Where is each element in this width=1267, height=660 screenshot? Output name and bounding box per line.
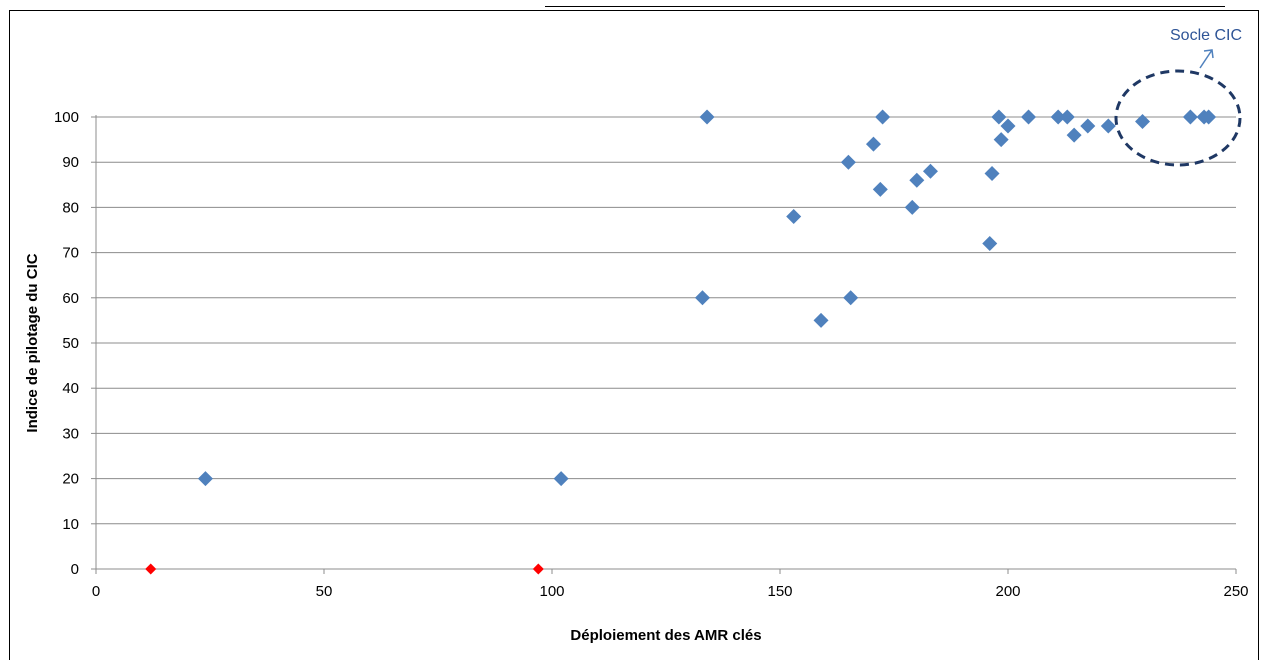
x-tick-label: 250 bbox=[1223, 583, 1248, 600]
socle-arrow bbox=[1199, 49, 1213, 69]
socle-arrowhead bbox=[1203, 49, 1214, 59]
y-tick-label: 20 bbox=[62, 471, 79, 488]
y-tick-label: 50 bbox=[62, 335, 79, 352]
chart-frame bbox=[9, 10, 1259, 660]
y-tick-label: 80 bbox=[62, 199, 79, 216]
data-point bbox=[1135, 114, 1151, 130]
data-point bbox=[909, 172, 925, 188]
y-axis-title: Indice de pilotage du CIC bbox=[24, 253, 41, 432]
data-point bbox=[843, 290, 859, 306]
y-tick-label: 40 bbox=[62, 380, 79, 397]
data-point bbox=[865, 136, 881, 152]
x-axis-title: Déploiement des AMR clés bbox=[570, 627, 761, 644]
y-tick-label: 70 bbox=[62, 245, 79, 262]
x-tick-label: 150 bbox=[767, 583, 792, 600]
data-point bbox=[991, 109, 1007, 125]
data-point bbox=[875, 109, 891, 125]
data-point bbox=[1182, 109, 1198, 125]
data-point bbox=[1080, 118, 1096, 134]
data-point bbox=[786, 208, 802, 224]
y-tick-label: 90 bbox=[62, 154, 79, 171]
data-point bbox=[1201, 109, 1217, 125]
data-point bbox=[904, 199, 920, 215]
data-point bbox=[984, 166, 1000, 181]
data-point bbox=[145, 563, 157, 575]
y-tick-label: 30 bbox=[62, 425, 79, 442]
socle-ellipse bbox=[1114, 69, 1242, 167]
x-tick-label: 100 bbox=[539, 583, 564, 600]
data-point bbox=[922, 163, 938, 179]
x-tick-labels: 0 50 100 150 200 250 bbox=[92, 583, 1249, 600]
data-point bbox=[1100, 118, 1116, 134]
data-point bbox=[694, 290, 710, 306]
y-tick-label: 10 bbox=[62, 516, 79, 533]
data-point bbox=[553, 471, 569, 487]
data-points bbox=[145, 109, 1217, 575]
data-point bbox=[1000, 118, 1016, 134]
gridlines bbox=[96, 116, 1236, 525]
y-tick-label: 100 bbox=[54, 109, 79, 126]
x-tick-label: 0 bbox=[92, 583, 100, 600]
y-tick-label: 0 bbox=[71, 561, 79, 578]
data-point bbox=[1021, 109, 1037, 125]
x-tick-label: 200 bbox=[995, 583, 1020, 600]
data-point bbox=[1066, 127, 1082, 143]
data-point bbox=[993, 132, 1009, 148]
data-point bbox=[1059, 109, 1075, 125]
data-point bbox=[813, 312, 829, 328]
data-point bbox=[840, 154, 856, 170]
header-rule bbox=[545, 0, 1225, 7]
socle-annotation: Socle CIC bbox=[1114, 27, 1242, 167]
data-point bbox=[699, 109, 715, 125]
data-point bbox=[982, 236, 998, 252]
socle-label: Socle CIC bbox=[1170, 27, 1242, 44]
y-tick-label: 60 bbox=[62, 290, 79, 307]
data-point bbox=[532, 563, 544, 575]
data-point bbox=[872, 181, 888, 197]
y-tick-labels: 0 10 20 30 40 50 60 70 80 90 100 bbox=[54, 109, 79, 578]
x-tick-label: 50 bbox=[316, 583, 333, 600]
data-point bbox=[1050, 109, 1066, 125]
axes bbox=[91, 115, 1237, 574]
data-point bbox=[197, 471, 213, 487]
